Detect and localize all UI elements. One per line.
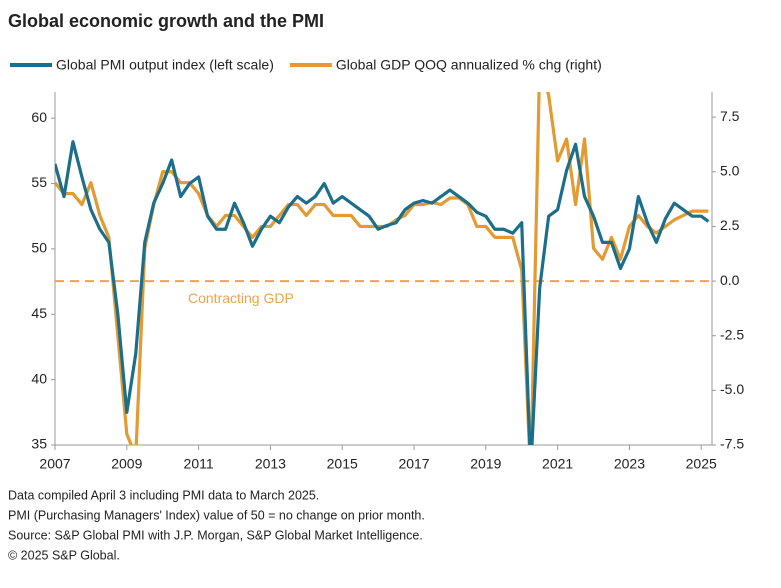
x-tick-label: 2023 [614,456,645,472]
y-tick-label: 35 [31,436,47,452]
footnote: © 2025 S&P Global. [8,548,120,562]
x-tick-label: 2019 [470,456,501,472]
x-tick-label: 2013 [255,456,286,472]
footnote: Data compiled April 3 including PMI data… [8,488,319,502]
y-tick-label: 45 [31,305,47,321]
series-line [55,140,710,445]
x-tick-label: 2025 [686,456,717,472]
y-tick-label: 55 [31,174,47,190]
legend-label: Global GDP QOQ annualized % chg (right) [336,57,602,73]
legend-label: Global PMI output index (left scale) [56,57,274,73]
series-line [55,92,709,445]
x-tick-label: 2009 [111,456,142,472]
y2-tick-label: -7.5 [720,436,744,452]
y2-tick-label: 2.5 [720,217,740,233]
y2-tick-label: 0.0 [720,272,740,288]
y-tick-label: 60 [31,109,47,125]
y-tick-label: 50 [31,240,47,256]
x-tick-label: 2017 [398,456,429,472]
annotation-text: Contracting GDP [188,290,294,306]
x-tick-label: 2011 [184,456,214,472]
x-tick-label: 2021 [542,456,573,472]
y2-tick-label: -2.5 [720,326,744,342]
y2-tick-label: -5.0 [720,381,744,397]
y-tick-label: 40 [31,370,47,386]
footnote: PMI (Purchasing Managers' Index) value o… [8,508,425,522]
chart-title: Global economic growth and the PMI [8,11,324,31]
x-tick-label: 2007 [39,456,70,472]
y2-tick-label: 7.5 [720,108,740,124]
y2-tick-label: 5.0 [720,162,740,178]
footnote: Source: S&P Global PMI with J.P. Morgan,… [8,528,423,542]
x-tick-label: 2015 [327,456,358,472]
